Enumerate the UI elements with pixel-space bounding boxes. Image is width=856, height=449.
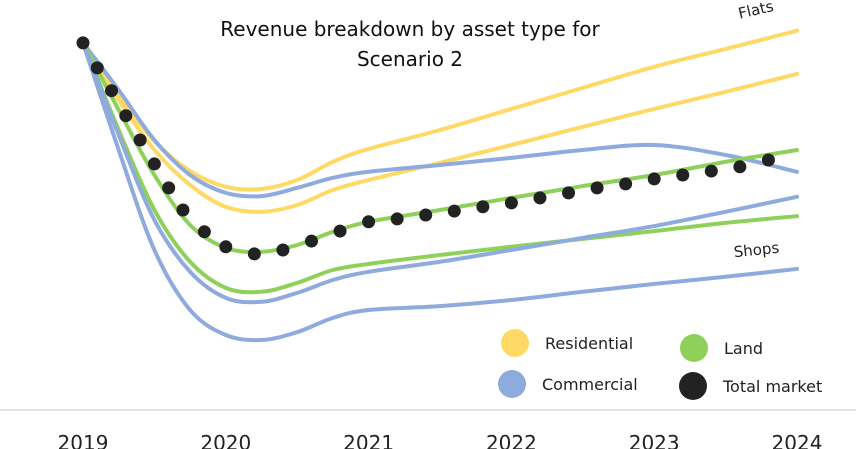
legend-swatch [498,370,526,398]
total-market-dot [133,133,147,147]
legend-label: Land [724,339,763,358]
x-tick-label: 2023 [629,431,680,449]
total-market-dot [419,208,433,222]
total-market-dot [197,225,211,239]
line-annotation: Flats [736,0,775,23]
series-line [81,40,799,214]
total-market-dot [676,168,690,182]
chart-title: Revenue breakdown by asset type for Scen… [220,17,600,71]
legend-swatch [679,372,707,400]
x-tick-label: 2019 [58,431,109,449]
x-tick-label: 2020 [200,431,251,449]
total-market-dot [176,203,190,217]
total-market-dot [119,109,133,123]
total-market-dot [333,224,347,238]
total-market-dot [105,84,119,98]
legend-label: Commercial [542,375,638,394]
total-market-dot [390,212,404,226]
total-market-dot [276,243,290,257]
x-tick-label: 2021 [343,431,394,449]
total-market-dot [647,172,661,186]
legend-swatch [680,334,708,362]
line-annotation: Shops [733,239,780,262]
total-market-dot [147,157,161,171]
legend-label: Residential [545,334,633,353]
total-market-dot [247,247,261,261]
total-market-dot [90,61,104,75]
total-market-dot [533,191,547,205]
total-market-dot [447,204,461,218]
total-market-dot [476,200,490,214]
total-market-dot [162,181,176,195]
series-line [81,40,799,199]
total-market-dot [704,164,718,178]
total-market-dot [590,181,604,195]
total-market-dot [304,234,318,248]
total-market-dot [219,240,233,254]
x-tick-label: 2024 [772,431,823,449]
total-market-dot [76,36,90,50]
legend-label: Total market [722,377,822,396]
series-line [81,40,799,295]
total-market-dot [619,177,633,191]
x-tick-label: 2022 [486,431,537,449]
series-line [81,40,799,305]
series-line [81,40,799,343]
total-market-dot [733,160,747,174]
total-market-dot [562,186,576,200]
legend-swatch [501,329,529,357]
total-market-dot [504,196,518,210]
total-market-dot [362,215,376,229]
total-market-dot [761,153,775,167]
